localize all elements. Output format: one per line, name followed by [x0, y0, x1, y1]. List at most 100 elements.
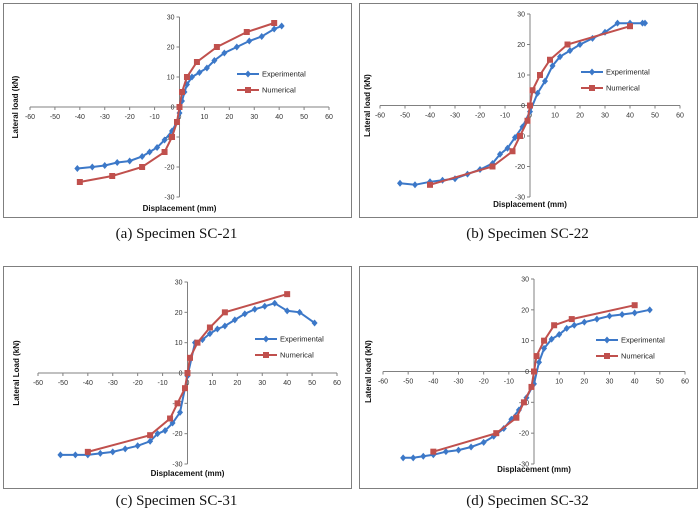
experimental-point	[557, 53, 563, 61]
experimental-point	[541, 344, 548, 352]
experimental-point	[548, 335, 555, 343]
x-tick-label: 30	[258, 380, 266, 387]
x-tick-label: 10	[201, 114, 209, 121]
y-axis-label: Lateral load (kN)	[363, 74, 372, 137]
numerical-point	[84, 448, 91, 455]
experimental-point	[542, 77, 548, 85]
experimental-point	[241, 310, 248, 318]
chart-svg-c: -60-50-40-30-20-100102030405060-30-20-10…	[12, 280, 341, 479]
y-tick-label: -30	[172, 462, 182, 469]
numerical-point	[213, 44, 220, 50]
experimental-point	[410, 454, 417, 462]
x-tick-label: -10	[158, 380, 168, 387]
experimental-point	[97, 449, 104, 457]
experimental-point	[497, 150, 503, 158]
experimental-point	[221, 49, 228, 57]
experimental-point	[206, 330, 213, 338]
experimental-point	[196, 69, 203, 76]
numerical-point	[509, 148, 516, 155]
y-tick-label: 30	[175, 280, 183, 287]
experimental-point	[549, 62, 556, 70]
x-tick-label: 50	[651, 113, 659, 120]
numerical-point	[531, 368, 537, 375]
x-tick-label: -30	[453, 379, 463, 386]
experimental-point	[567, 47, 573, 55]
y-tick-label: 30	[521, 277, 529, 284]
x-tick-label: 50	[656, 379, 664, 386]
legend-marker-experimental	[604, 336, 610, 344]
y-axis-label: Lateral load (kN)	[364, 340, 373, 403]
numerical-point	[183, 74, 190, 80]
x-tick-label: 20	[225, 114, 233, 121]
experimental-point	[468, 443, 475, 451]
numerical-point	[76, 179, 83, 185]
x-tick-label: 20	[576, 113, 584, 120]
legend-marker-experimental	[589, 68, 595, 76]
numerical-point	[524, 117, 531, 124]
x-tick-label: -30	[108, 380, 118, 387]
experimental-point	[455, 446, 462, 454]
x-tick-label: 10	[551, 113, 559, 120]
numerical-point	[520, 399, 527, 406]
experimental-point	[271, 25, 278, 33]
numerical-point	[178, 89, 185, 95]
legend-label-experimental: Experimental	[606, 68, 650, 77]
y-tick-label: 10	[517, 73, 525, 80]
experimental-point	[581, 318, 588, 326]
experimental-point	[233, 43, 240, 51]
experimental-point	[536, 358, 543, 366]
experimental-point	[57, 451, 64, 459]
experimental-point	[606, 312, 613, 320]
experimental-point	[154, 144, 161, 151]
experimental-point	[231, 316, 238, 324]
experimental-point	[400, 454, 407, 462]
numerical-point	[537, 72, 543, 78]
chart-panel-c: -60-50-40-30-20-100102030405060-30-20-10…	[3, 266, 352, 489]
experimental-point	[534, 89, 541, 97]
x-tick-label: -50	[50, 114, 60, 121]
experimental-point	[504, 144, 511, 152]
legend-marker-numerical	[263, 352, 269, 358]
numerical-point	[564, 41, 571, 48]
experimental-point	[519, 123, 526, 131]
x-tick-label: -60	[25, 114, 35, 121]
y-tick-label: 20	[517, 42, 525, 49]
y-tick-label: 0	[171, 105, 175, 112]
experimental-point	[614, 19, 621, 27]
x-axis-label: Displacement (mm)	[493, 200, 567, 209]
x-tick-label: -50	[403, 379, 413, 386]
experimental-point	[646, 306, 653, 314]
experimental-point	[571, 321, 578, 329]
legend-marker-numerical	[245, 87, 251, 93]
x-tick-label: -60	[378, 379, 388, 386]
numerical-point	[194, 339, 201, 346]
legend-label-experimental: Experimental	[262, 70, 306, 79]
y-axis-label: Lateral load (kN)	[11, 75, 20, 138]
caption-c: (c) Specimen SC-31	[115, 493, 238, 509]
chart-svg-d: -60-50-40-30-20-100102030405060-30-20-10…	[364, 277, 689, 475]
x-tick-label: -10	[150, 114, 160, 121]
experimental-point	[109, 448, 116, 456]
legend-marker-experimental	[245, 70, 251, 78]
numerical-point	[528, 383, 535, 390]
experimental-point	[631, 309, 638, 317]
chart-panel-d: -60-50-40-30-20-100102030405060-30-20-10…	[359, 266, 698, 489]
experimental-point	[577, 41, 583, 48]
experimental-point	[284, 307, 291, 315]
caption-a: (a) Specimen SC-21	[115, 226, 238, 242]
numerical-point	[182, 385, 189, 392]
x-tick-label: 40	[275, 114, 283, 121]
numerical-point	[430, 448, 437, 455]
experimental-point	[261, 302, 268, 310]
experimental-point	[72, 451, 79, 459]
x-tick-label: 50	[308, 380, 316, 387]
experimental-point	[89, 163, 96, 171]
caption-d: (d) Specimen SC-32	[466, 493, 589, 509]
x-tick-label: 40	[283, 380, 291, 387]
numerical-point	[533, 353, 540, 360]
experimental-point	[169, 419, 176, 427]
legend-label-numerical: Numerical	[606, 84, 640, 93]
experimental-point	[420, 452, 427, 460]
numerical-point	[206, 324, 213, 331]
x-tick-label: 50	[300, 114, 308, 121]
